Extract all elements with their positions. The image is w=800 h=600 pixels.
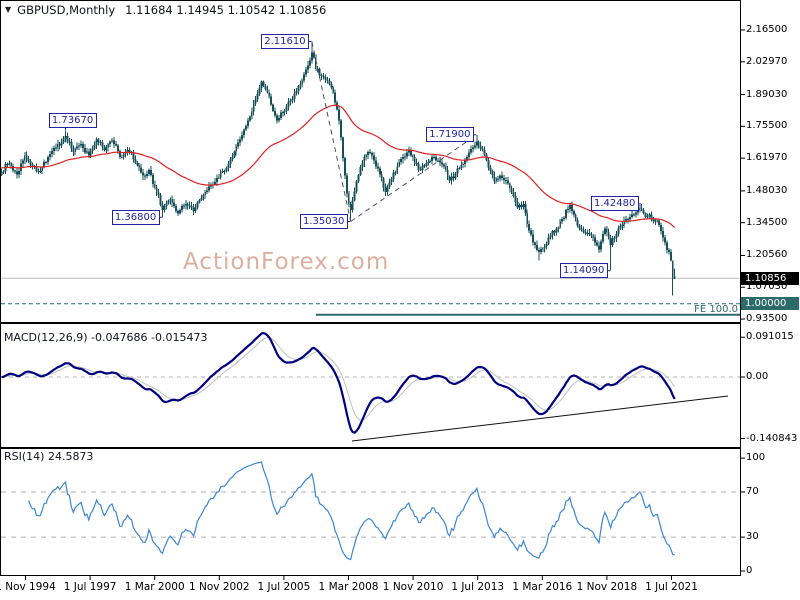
macd-trendline: [351, 395, 729, 442]
current-price-tag: 1.10856: [741, 272, 799, 285]
parity-level-tag: 1.00000: [741, 297, 799, 310]
rsi-axis-label: 70: [746, 485, 759, 497]
rsi-indicator-label: RSI(14) 24.5873: [4, 450, 94, 463]
time-axis-label: 1 Jul 2021: [645, 581, 698, 593]
price-axis-label: 1.07030: [746, 281, 788, 293]
macd-indicator-label: MACD(12,26,9) -0.047686 -0.015473: [4, 331, 208, 344]
price-axis-label: 0.93500: [746, 313, 788, 325]
price-axis-label: 1.61970: [746, 152, 788, 164]
price-annotation: 1.42480: [590, 196, 639, 212]
price-annotation: 1.71900: [425, 127, 474, 143]
time-axis-label: 1 Nov 2018: [576, 581, 638, 593]
rsi-axis-label: 30: [746, 531, 759, 543]
rsi-axis-label: 0: [746, 565, 753, 576]
macd-axis-label: -0.140843: [746, 432, 798, 444]
time-axis-label: 1 Jul 2005: [257, 581, 311, 593]
macd-axis-label: 0.00: [746, 371, 769, 382]
time-axis-label: 1 Jul 2013: [451, 581, 505, 593]
dropdown-arrow-icon: ▼: [5, 5, 12, 14]
time-axis-label: 1 Nov 1994: [0, 581, 56, 593]
price-annotation: 1.35030: [299, 213, 348, 229]
rsi-axis-label: 100: [746, 452, 766, 464]
time-axis-label: 1 Mar 2016: [512, 581, 573, 593]
price-annotation: 1.14090: [559, 263, 608, 279]
ohlc-quote-label: 1.11684 1.14945 1.10542 1.10856: [125, 3, 327, 17]
price-axis-label: 2.02970: [746, 55, 788, 67]
time-axis-label: 1 Nov 2002: [189, 581, 250, 593]
price-annotation: 2.11610: [260, 33, 309, 49]
price-axis-label: 1.34500: [746, 216, 788, 228]
price-axis-label: 1.20560: [746, 249, 788, 261]
price-axis-label: 1.75500: [746, 120, 788, 132]
price-annotation: 1.73670: [48, 112, 97, 128]
watermark: ActionForex.com: [183, 249, 390, 275]
time-axis-label: 1 Nov 2010: [382, 581, 444, 593]
chart-title: ▼ GBPUSD,Monthly 1.11684 1.14945 1.10542 1…: [5, 3, 326, 17]
price-annotation: 1.36800: [111, 209, 160, 225]
moving-average-line: [1, 104, 676, 228]
time-axis-label: 1 Jul 1997: [63, 581, 117, 593]
macd-main-line: [1, 331, 676, 434]
price-axis-label: 1.48030: [746, 184, 788, 196]
price-bars: [1, 41, 676, 296]
price-axis-label: 2.16500: [746, 24, 788, 35]
macd-axis-label: 0.091015: [746, 331, 794, 343]
time-axis-label: 1 Mar 2008: [318, 581, 379, 593]
symbol-timeframe-label: GBPUSD,Monthly: [17, 3, 116, 17]
rsi-line: [28, 461, 675, 561]
time-axis-label: 1 Mar 2000: [124, 581, 185, 593]
fibonacci-expansion-label: FE 100.0: [694, 304, 738, 315]
price-axis-label: 1.89030: [746, 88, 788, 100]
